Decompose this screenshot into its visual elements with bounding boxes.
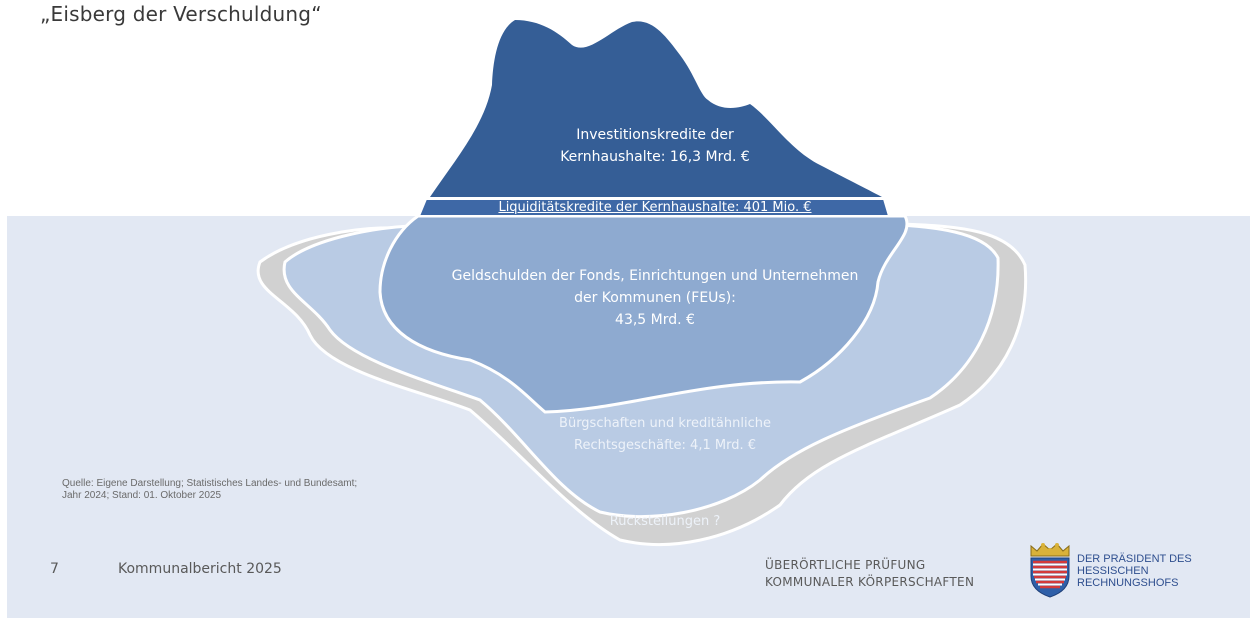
liquidity-band (417, 198, 891, 217)
slide-title: „Eisberg der Verschuldung“ (40, 2, 322, 26)
guarantee-label-line2: Rechtsgeschäfte: 4,1 Mrd. € (574, 438, 756, 453)
tip-label: Investitionskredite der Kernhaushalte: 1… (530, 124, 780, 168)
report-title: Kommunalbericht 2025 (118, 561, 282, 577)
logo-text: DER PRÄSIDENT DES HESSISCHEN RECHNUNGSHO… (1077, 553, 1192, 589)
logo-line1: DER PRÄSIDENT DES (1077, 553, 1192, 565)
iceberg-tip (430, 20, 882, 197)
tip-label-line1: Investitionskredite der (576, 127, 734, 143)
source-note: Quelle: Eigene Darstellung; Statistische… (62, 478, 357, 502)
provisions-label: Rückstellungen ? (609, 514, 721, 529)
feu-label-line2: der Kommunen (FEUs): (574, 290, 736, 306)
page-number: 7 (50, 561, 59, 577)
logo-line3: RECHNUNGSHOFS (1077, 577, 1179, 589)
tip-label-line2: Kernhaushalte: 16,3 Mrd. € (560, 149, 750, 165)
hessen-coat-of-arms-icon (1030, 543, 1070, 598)
source-line2: Jahr 2024; Stand: 01. Oktober 2025 (62, 490, 221, 501)
feu-layer (378, 214, 909, 414)
org-line2: KOMMUNALER KÖRPERSCHAFTEN (765, 575, 975, 589)
org-line1: ÜBERÖRTLICHE PRÜFUNG (765, 558, 926, 572)
logo-line2: HESSISCHEN (1077, 565, 1149, 577)
guarantee-label-line1: Bürgschaften und kreditähnliche (559, 416, 771, 431)
feu-label: Geldschulden der Fonds, Einrichtungen un… (415, 265, 895, 331)
guarantee-label: Bürgschaften und kreditähnliche Rechtsge… (520, 413, 810, 457)
liquidity-label: Liquiditätskredite der Kernhaushalte: 40… (498, 200, 812, 215)
source-line1: Quelle: Eigene Darstellung; Statistische… (62, 478, 358, 489)
feu-label-line3: 43,5 Mrd. € (615, 312, 695, 328)
feu-label-line1: Geldschulden der Fonds, Einrichtungen un… (451, 268, 859, 284)
